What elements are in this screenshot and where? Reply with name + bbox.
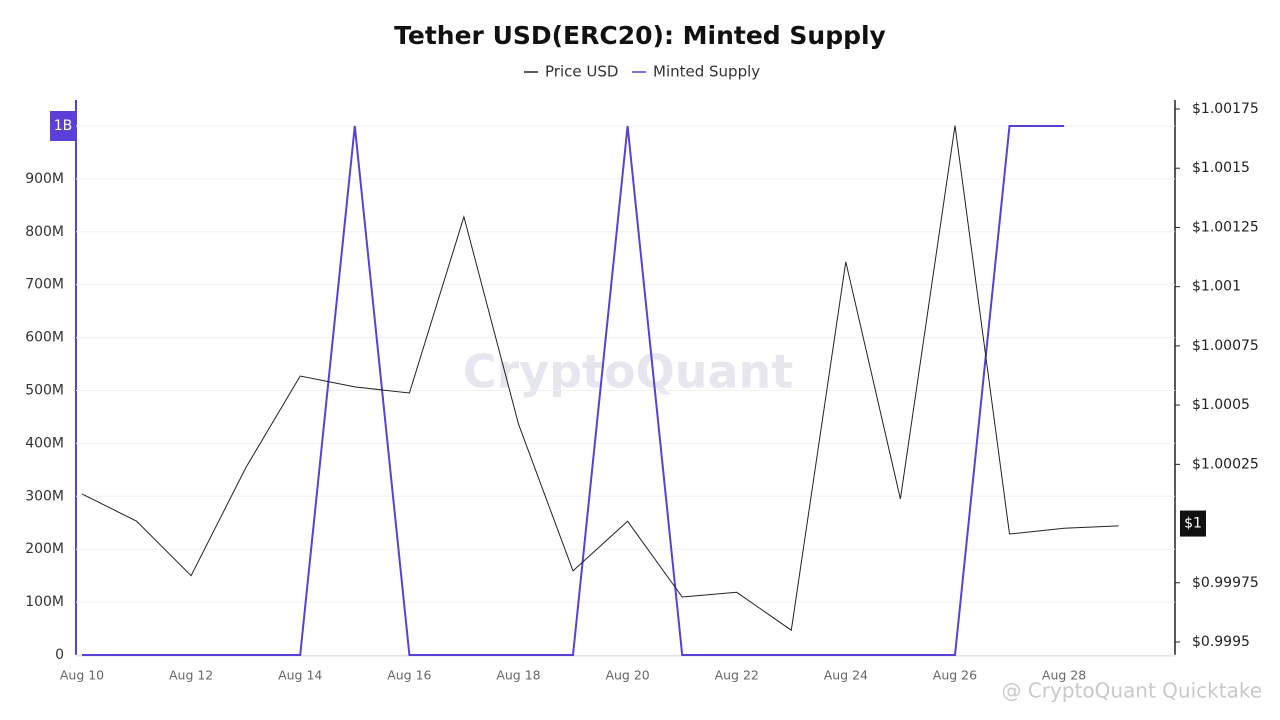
x-tick-label: Aug 10: [60, 668, 104, 683]
series-line: [81, 125, 1119, 632]
x-tick-label: Aug 14: [278, 668, 322, 683]
y-tick-label: 1B: [54, 118, 73, 134]
y-tick-highlight: [50, 111, 76, 141]
y-tick-label: 0: [55, 647, 64, 663]
x-tick-label: Aug 22: [715, 668, 759, 683]
legend-label: Price USD: [545, 63, 618, 81]
x-tick-label: Aug 24: [824, 668, 868, 683]
x-tick-label: Aug 12: [169, 668, 213, 683]
y-tick-label: 600M: [25, 330, 64, 346]
legend-label: Minted Supply: [653, 63, 760, 81]
y-tick-label: 900M: [25, 171, 64, 187]
y-tick-label: 100M: [25, 594, 64, 610]
x-tick-label: Aug 28: [1042, 668, 1086, 683]
y2-marker-label: $1: [1184, 516, 1202, 532]
x-tick-label: Aug 16: [387, 668, 431, 683]
y2-tick-label: $1.00125: [1192, 219, 1259, 235]
y2-marker-box: [1180, 510, 1206, 537]
x-tick-label: Aug 20: [605, 668, 649, 683]
y2-tick-label: $1.00075: [1192, 338, 1259, 354]
watermark: CryptoQuant: [463, 345, 794, 399]
chart-title: Tether USD(ERC20): Minted Supply: [394, 21, 886, 50]
y2-tick-label: $1.00025: [1192, 456, 1259, 472]
y2-tick-label: $1.0015: [1192, 160, 1250, 176]
y-tick-label: 300M: [25, 488, 64, 504]
y-tick-label: 400M: [25, 435, 64, 451]
y-tick-label: 500M: [25, 383, 64, 399]
x-tick-label: Aug 26: [933, 668, 977, 683]
y-tick-label: 700M: [25, 277, 64, 293]
y2-tick-label: $0.9995: [1192, 634, 1250, 650]
y2-tick-label: $1.001: [1192, 279, 1241, 295]
footer: @ CryptoQuant Quicktake: [1001, 679, 1262, 703]
y2-tick-label: $1.0005: [1192, 397, 1250, 413]
x-tick-label: Aug 18: [496, 668, 540, 683]
y-tick-label: 200M: [25, 541, 64, 557]
series-line: [82, 125, 1065, 656]
y-tick-label: 800M: [25, 224, 64, 240]
y2-tick-label: $0.99975: [1192, 575, 1259, 591]
y2-tick-label: $1.00175: [1192, 101, 1259, 117]
